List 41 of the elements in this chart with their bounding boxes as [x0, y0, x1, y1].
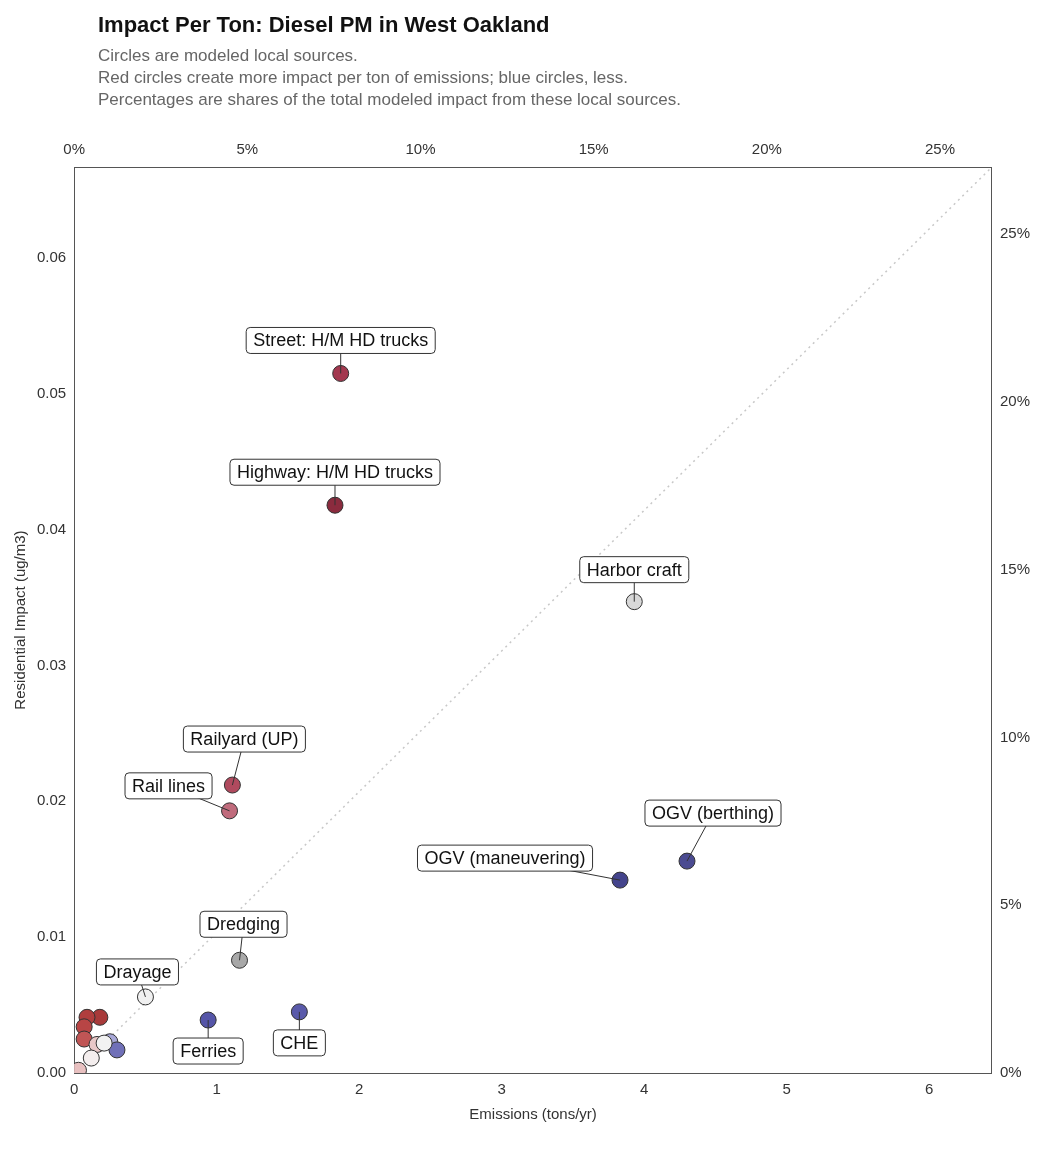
annotation: Ferries	[180, 1040, 237, 1061]
y2-tick-label: 20%	[999, 392, 1031, 410]
y2-tick-label: 5%	[999, 895, 1022, 913]
y-tick-label: 0.06	[36, 248, 67, 266]
y-tick-label: 0.00	[36, 1063, 67, 1081]
y-tick-label: 0.01	[36, 927, 67, 945]
x2-tick-label: 0%	[63, 140, 86, 158]
x-tick-label: 5	[782, 1080, 791, 1098]
annotation: Harbor craft	[586, 559, 682, 580]
annotation: OGV (maneuvering)	[424, 848, 586, 869]
y-tick-label: 0.05	[36, 383, 67, 401]
chart-subtitle: Circles are modeled local sources. Red circles create more impact per ton of emissions; blue circles, less. Percentages are shares of the total modeled impact from these local sources.	[98, 46, 683, 110]
annotation: Drayage	[103, 961, 172, 982]
y-tick-label: 0.02	[36, 791, 67, 809]
y2-tick-label: 10%	[999, 727, 1031, 745]
x-axis-title: Emissions (tons/yr)	[469, 1105, 597, 1123]
annotation: Highway: H/M HD trucks	[236, 462, 434, 483]
x-tick-label: 4	[640, 1080, 649, 1098]
x2-tick-label: 20%	[751, 140, 782, 158]
x-tick-label: 6	[925, 1080, 934, 1098]
x2-tick-label: 15%	[578, 140, 609, 158]
annotation: Rail lines	[132, 775, 206, 796]
x-tick-label: 3	[497, 1080, 506, 1098]
annotation: CHE	[280, 1032, 319, 1053]
x-tick-label: 2	[355, 1080, 364, 1098]
y2-tick-label: 15%	[999, 559, 1031, 577]
x-tick-label: 1	[212, 1080, 221, 1098]
annotation: Dredging	[206, 914, 281, 935]
y-axis-title: Residential Impact (ug/m3)	[11, 530, 29, 710]
x2-tick-label: 25%	[925, 140, 956, 158]
annotation: Railyard (UP)	[190, 729, 299, 749]
y2-tick-label: 0%	[999, 1063, 1022, 1081]
chart-title: Impact Per Ton: Diesel PM in West Oakland	[98, 12, 551, 38]
annotation: OGV (berthing)	[651, 803, 775, 824]
x-tick-label: 0	[70, 1080, 79, 1098]
x2-tick-label: 10%	[405, 140, 436, 158]
x2-tick-label: 5%	[236, 140, 259, 158]
annotation: Street: H/M HD trucks	[253, 330, 429, 351]
y2-tick-label: 25%	[999, 224, 1031, 242]
y-tick-label: 0.03	[36, 655, 67, 673]
y-tick-label: 0.04	[36, 519, 67, 537]
